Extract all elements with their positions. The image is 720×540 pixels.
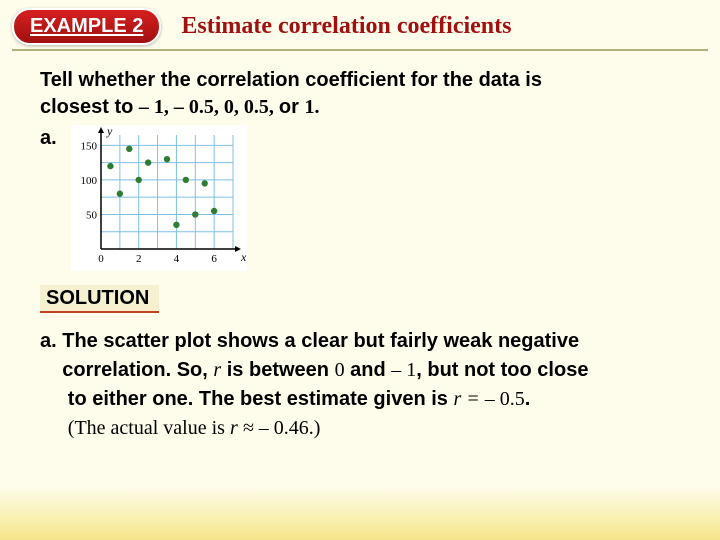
- a-l4a: (The actual value is: [68, 417, 230, 439]
- header: EXAMPLE 2 Estimate correlation coefficie…: [0, 0, 720, 49]
- prompt-or: or: [279, 96, 305, 118]
- prompt-one: 1.: [304, 96, 319, 118]
- a-neg1: – 1: [391, 359, 416, 381]
- a-rval: – 0.5: [485, 388, 525, 410]
- a-period1: .: [525, 388, 531, 410]
- a-req: r =: [453, 388, 484, 410]
- svg-text:50: 50: [86, 209, 98, 221]
- svg-text:x: x: [240, 250, 247, 264]
- solution-header: SOLUTION: [40, 285, 159, 313]
- a-l2b: is between: [221, 359, 334, 381]
- header-rule: [12, 49, 708, 51]
- prompt-text: Tell whether the correlation coefficient…: [40, 67, 680, 121]
- svg-text:y: y: [106, 125, 113, 138]
- a-l2c: and: [345, 359, 392, 381]
- part-label: a.: [40, 127, 57, 150]
- a-zero: 0: [335, 359, 345, 381]
- svg-text:100: 100: [80, 175, 97, 187]
- prompt-values: – 1, – 0.5, 0, 0.5,: [139, 96, 279, 118]
- a-l4b: .): [309, 417, 321, 439]
- svg-text:2: 2: [136, 253, 142, 265]
- content: Tell whether the correlation coefficient…: [0, 67, 720, 443]
- scatter-plot: 0 2 4 6 50 100 150 x y: [71, 125, 247, 271]
- a-l2d: , but not too close: [416, 359, 588, 381]
- svg-text:4: 4: [173, 253, 179, 265]
- answer-text: a. The scatter plot shows a clear but fa…: [40, 327, 680, 443]
- svg-text:150: 150: [80, 140, 97, 152]
- a-l3a: to either one. The best estimate given i…: [68, 388, 454, 410]
- answer-l1: The scatter plot shows a clear but fairl…: [62, 330, 579, 352]
- a-approx: r ≈: [230, 417, 259, 439]
- part-row: a. 0 2 4 6 50 100 150 x y: [40, 125, 680, 271]
- a-l2a: correlation. So,: [62, 359, 213, 381]
- answer-part: a.: [40, 330, 57, 352]
- svg-text:6: 6: [211, 253, 217, 265]
- example-badge: EXAMPLE 2: [12, 8, 161, 45]
- a-aval: – 0.46: [259, 417, 309, 439]
- svg-text:0: 0: [98, 253, 104, 265]
- prompt-line1: Tell whether the correlation coefficient…: [40, 69, 542, 91]
- example-title: Estimate correlation coefficients: [181, 13, 511, 40]
- prompt-line2a: closest to: [40, 96, 139, 118]
